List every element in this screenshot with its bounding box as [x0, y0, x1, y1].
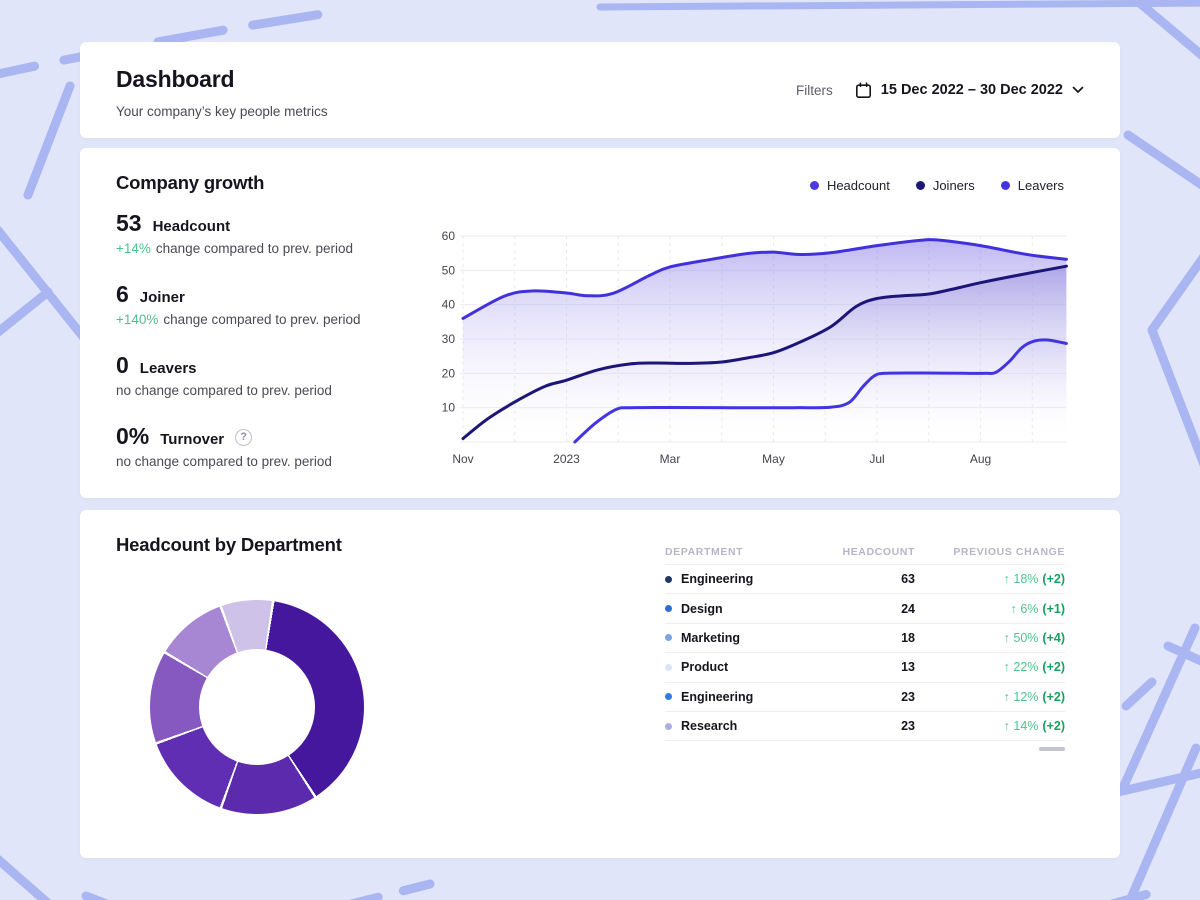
metric-change-percent: +140% [116, 312, 159, 327]
table-header-row: DEPARTMENT HEADCOUNT PREVIOUS CHANGE [665, 540, 1065, 565]
growth-metrics: 53 Headcount +14% change compared to prev. … [116, 210, 416, 494]
metric-label: Leavers [139, 360, 197, 377]
svg-text:40: 40 [442, 298, 456, 312]
metric-change-text: no change compared to prev. period [116, 454, 332, 469]
metric-change-text: +140% change compared to prev. period [116, 312, 361, 327]
svg-text:10: 10 [442, 401, 456, 415]
table-scrollbar[interactable] [1039, 747, 1065, 752]
chart-legend: Headcount Joiners Leavers [809, 178, 1064, 193]
headcount-value: 18 [901, 630, 915, 645]
headcount-value: 13 [901, 660, 915, 675]
department-color-dot [665, 634, 672, 642]
previous-change-value: ↑ 50% (+4) [1003, 630, 1065, 645]
legend-item-leavers[interactable]: Leavers [1000, 178, 1064, 193]
headcount-by-department-card: Headcount by Department DEPARTMENT HEADC… [80, 510, 1120, 858]
date-range-picker[interactable]: 15 Dec 2022 – 30 Dec 2022 [855, 81, 1084, 99]
department-color-dot [665, 575, 672, 583]
metric-value: 6 [116, 281, 129, 307]
metric-headcount: 53 Headcount +14% change compared to prev. … [116, 210, 416, 260]
legend-label: Leavers [1017, 178, 1064, 193]
previous-change-value: ↑ 14% (+2) [1003, 719, 1065, 734]
headcount-value: 23 [901, 719, 915, 734]
svg-text:Aug: Aug [970, 452, 991, 466]
growth-area-chart: 10 20 30 40 50 60 Nov 2023 Mar May Jul Aug [442, 229, 1068, 466]
svg-text:20: 20 [442, 366, 456, 380]
department-color-dot [665, 605, 672, 613]
svg-text:May: May [762, 452, 785, 466]
filters-button[interactable]: Filters [796, 82, 833, 98]
table-row: Engineering 63 ↑ 18% (+2) [665, 565, 1065, 595]
header-card: Dashboard Your company’s key people metr… [80, 42, 1120, 138]
svg-text:Mar: Mar [660, 452, 681, 466]
department-name: Marketing [681, 630, 741, 645]
metric-change-text: no change compared to prev. period [116, 383, 332, 398]
department-name: Product [681, 660, 729, 675]
previous-change-value: ↑ 22% (+2) [1003, 660, 1065, 675]
metric-change-text: +14% change compared to prev. period [116, 241, 354, 256]
legend-label: Joiners [932, 178, 975, 193]
svg-text:30: 30 [442, 332, 456, 346]
column-header-previous-change: PREVIOUS CHANGE [953, 546, 1065, 558]
column-header-headcount: HEADCOUNT [842, 546, 915, 558]
column-header-department: DEPARTMENT [665, 546, 744, 558]
department-table: DEPARTMENT HEADCOUNT PREVIOUS CHANGE Eng… [665, 540, 1065, 752]
svg-text:2023: 2023 [553, 452, 580, 466]
legend-dot [809, 181, 819, 190]
metric-leavers: 0 Leavers no change compared to prev. peri… [116, 352, 416, 402]
svg-text:Nov: Nov [452, 452, 473, 466]
legend-item-headcount[interactable]: Headcount [809, 178, 890, 193]
legend-dot [1000, 181, 1010, 190]
svg-text:Jul: Jul [869, 452, 884, 466]
chevron-down-icon [1072, 86, 1084, 93]
metric-value: 0 [116, 352, 129, 378]
legend-dot [915, 181, 925, 190]
table-row: Design 24 ↑ 6% (+1) [665, 594, 1065, 624]
department-color-dot [665, 722, 672, 730]
headcount-value: 63 [901, 572, 915, 587]
help-icon[interactable]: ? [235, 428, 253, 446]
svg-text:50: 50 [442, 263, 456, 277]
department-card-title: Headcount by Department [116, 534, 342, 555]
previous-change-value: ↑ 12% (+2) [1003, 689, 1065, 704]
svg-text:60: 60 [442, 229, 456, 243]
table-row: Marketing 18 ↑ 50% (+4) [665, 624, 1065, 654]
legend-label: Headcount [826, 178, 890, 193]
department-name: Research [681, 719, 738, 734]
previous-change-value: ↑ 18% (+2) [1003, 572, 1065, 587]
metric-label: Turnover [160, 431, 225, 448]
table-row: Product 13 ↑ 22% (+2) [665, 653, 1065, 683]
table-row: Engineering 23 ↑ 12% (+2) [665, 683, 1065, 712]
metric-label: Headcount [152, 218, 231, 235]
donut-hole [199, 649, 315, 765]
date-range-text: 15 Dec 2022 – 30 Dec 2022 [880, 82, 1063, 98]
department-name: Engineering [681, 689, 754, 704]
page-subtitle: Your company’s key people metrics [116, 104, 328, 119]
page-title: Dashboard [116, 66, 235, 92]
calendar-icon [855, 81, 871, 98]
legend-item-joiners[interactable]: Joiners [915, 178, 975, 193]
department-name: Engineering [681, 572, 754, 587]
department-name: Design [681, 601, 723, 616]
filters-group: Filters 15 Dec 2022 – 30 Dec 2022 [796, 42, 1084, 138]
metric-value: 0% [116, 423, 150, 449]
department-donut-chart [150, 600, 364, 814]
table-row: Research 23 ↑ 14% (+2) [665, 712, 1065, 742]
metric-value: 53 [116, 210, 142, 236]
company-growth-title: Company growth [116, 172, 265, 193]
metric-label: Joiner [139, 289, 185, 306]
metric-joiner: 6 Joiner +140% change compared to prev. per… [116, 281, 416, 331]
department-color-dot [665, 663, 672, 671]
department-color-dot [665, 693, 672, 701]
metric-turnover: 0% Turnover? no change compared to prev. p… [116, 423, 416, 473]
company-growth-card: Company growth Headcount Joiners Leavers 5… [80, 148, 1120, 498]
headcount-value: 23 [901, 689, 915, 704]
previous-change-value: ↑ 6% (+1) [1010, 601, 1065, 616]
metric-change-percent: +14% [116, 241, 151, 256]
headcount-value: 24 [901, 601, 915, 616]
